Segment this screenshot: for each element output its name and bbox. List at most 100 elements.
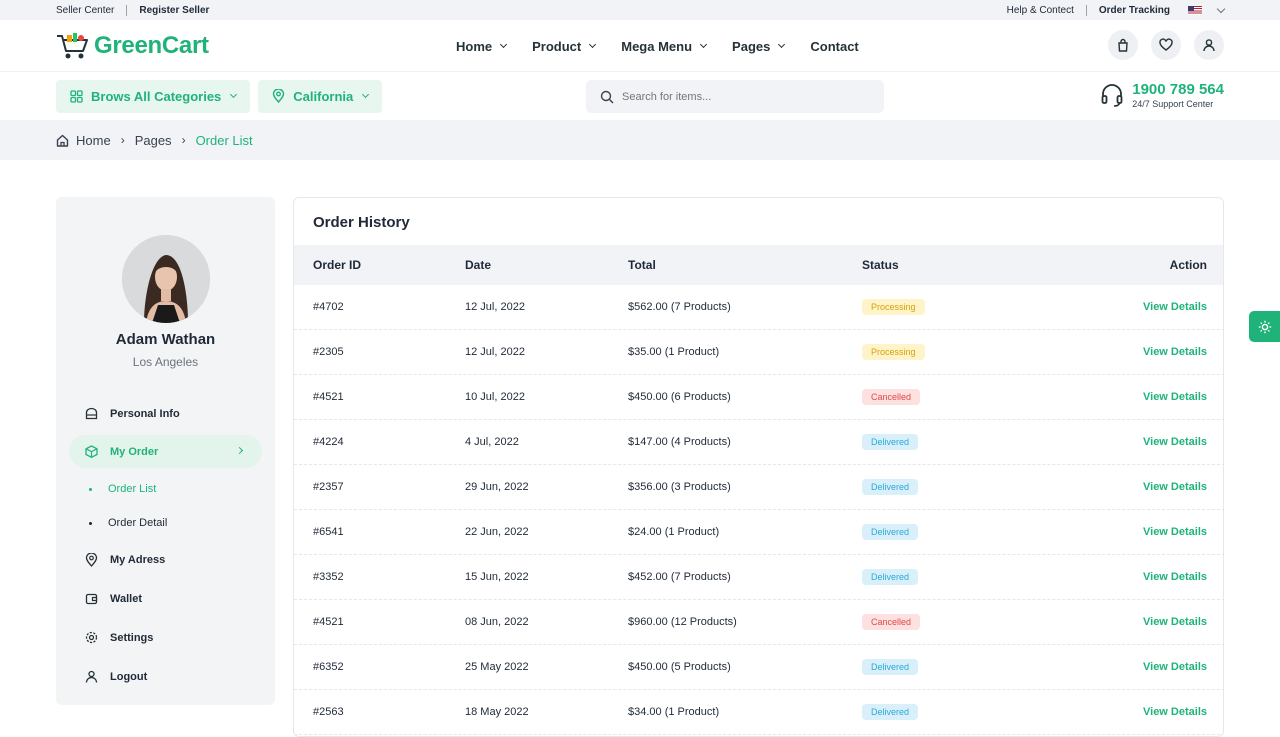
chevron-down-icon <box>778 40 786 49</box>
sidebar-item-logout[interactable]: Logout <box>69 660 262 693</box>
heart-icon <box>1159 38 1173 51</box>
brand-logo[interactable]: GreenCart <box>56 32 209 60</box>
sidebar-item-my-order[interactable]: My Order <box>69 435 262 468</box>
user-location: Los Angeles <box>132 355 199 369</box>
top-bar: Seller Center Register Seller Help & Con… <box>0 0 1280 20</box>
view-details-link[interactable]: View Details <box>1143 436 1207 448</box>
order-total: $24.00 (1 Product) <box>628 526 720 538</box>
order-date: 12 Jul, 2022 <box>465 346 525 358</box>
chevron-down-icon <box>230 90 238 99</box>
order-id: #2305 <box>313 346 344 358</box>
location-pin-icon <box>85 552 98 567</box>
view-details-link[interactable]: View Details <box>1143 616 1207 628</box>
account-sidebar: Adam Wathan Los Angeles Personal Info My… <box>56 197 275 705</box>
toolbar-row: Brows All Categories California 1900 789… <box>0 72 1280 120</box>
order-total: $34.00 (1 Product) <box>628 706 720 718</box>
order-date: 25 May 2022 <box>465 661 529 673</box>
cart-button[interactable] <box>1108 30 1138 60</box>
view-details-cell: View Details <box>1143 600 1207 644</box>
order-date: 10 Jul, 2022 <box>465 391 525 403</box>
order-id: #6541 <box>313 526 344 538</box>
view-details-link[interactable]: View Details <box>1143 346 1207 358</box>
sidebar-subitem-order-list[interactable]: Order List <box>89 483 156 495</box>
table-row: #4224 4 Jul, 2022 $147.00 (4 Products) Deli… <box>294 420 1223 465</box>
table-row: #2357 29 Jun, 2022 $356.00 (3 Products) Del… <box>294 465 1223 510</box>
view-details-cell: View Details <box>1143 420 1207 464</box>
sidebar-item-wallet[interactable]: Wallet <box>69 582 262 615</box>
table-row: #2563 18 May 2022 $34.00 (1 Product) Delive… <box>294 690 1223 735</box>
support-number[interactable]: 1900 789 564 <box>1132 81 1224 98</box>
theme-toggle-button[interactable] <box>1249 311 1280 342</box>
status-badge: Processing <box>862 299 925 315</box>
nav-pages[interactable]: Pages <box>732 38 786 54</box>
nav-contact[interactable]: Contact <box>810 39 858 54</box>
view-details-link[interactable]: View Details <box>1143 706 1207 718</box>
location-selector[interactable]: California <box>258 79 383 113</box>
order-date: 22 Jun, 2022 <box>465 526 529 538</box>
us-flag-icon <box>1188 5 1202 15</box>
view-details-cell: View Details <box>1143 510 1207 554</box>
cart-logo-icon <box>57 32 88 58</box>
nav-product[interactable]: Product <box>532 39 597 54</box>
bullet-icon <box>89 521 92 525</box>
search-input[interactable] <box>622 90 862 103</box>
nav-mega-menu[interactable]: Mega Menu <box>621 39 708 54</box>
sidebar-item-personal-info[interactable]: Personal Info <box>69 397 262 430</box>
view-details-link[interactable]: View Details <box>1143 661 1207 673</box>
order-history-panel: Order History Order ID Date Total Status… <box>293 197 1224 737</box>
bullet-icon <box>89 487 92 491</box>
view-details-link[interactable]: View Details <box>1143 571 1207 583</box>
account-button[interactable] <box>1194 30 1224 60</box>
order-date: 15 Jun, 2022 <box>465 571 529 583</box>
sidebar-item-settings[interactable]: Settings <box>69 621 262 654</box>
location-label: California <box>293 88 354 104</box>
main-nav: Home Product Mega Menu Pages Contact <box>456 20 859 72</box>
view-details-link[interactable]: View Details <box>1143 526 1207 538</box>
nav-label: Pages <box>732 38 771 54</box>
user-icon <box>1203 39 1215 52</box>
order-date: 18 May 2022 <box>465 706 529 718</box>
sidebar-item-label: Personal Info <box>110 407 180 420</box>
chevron-right-icon: › <box>120 133 125 147</box>
status-badge: Delivered <box>862 659 919 675</box>
browse-categories-button[interactable]: Brows All Categories <box>56 79 251 113</box>
column-header-action: Action <box>1169 258 1207 272</box>
view-details-cell: View Details <box>1143 645 1207 689</box>
help-contact-link[interactable]: Help & Contect <box>1006 4 1074 16</box>
order-id: #4702 <box>313 301 344 313</box>
box-icon <box>85 445 98 458</box>
panel-title: Order History <box>313 214 410 231</box>
seller-center-link[interactable]: Seller Center <box>56 4 115 16</box>
wallet-icon <box>85 593 98 605</box>
view-details-link[interactable]: View Details <box>1143 481 1207 493</box>
sidebar-item-my-address[interactable]: My Adress <box>69 543 262 576</box>
view-details-cell: View Details <box>1143 375 1207 419</box>
sidebar-item-label: Settings <box>110 631 154 644</box>
divider <box>126 4 128 16</box>
order-tracking-link[interactable]: Order Tracking <box>1098 4 1170 16</box>
view-details-link[interactable]: View Details <box>1143 391 1207 403</box>
main-header: GreenCart Home Product Mega Menu Pages C… <box>0 20 1280 72</box>
user-icon <box>85 670 98 683</box>
location-pin-icon <box>273 89 285 103</box>
sidebar-subitem-order-detail[interactable]: Order Detail <box>89 517 167 529</box>
status-badge: Delivered <box>862 704 919 720</box>
chevron-down-icon <box>1216 4 1226 13</box>
wishlist-button[interactable] <box>1151 30 1181 60</box>
breadcrumb-home[interactable]: Home <box>76 132 111 148</box>
table-row: #4521 08 Jun, 2022 $960.00 (12 Products) Ca… <box>294 600 1223 645</box>
nav-home[interactable]: Home <box>456 39 508 54</box>
language-selector[interactable] <box>1188 4 1226 15</box>
chevron-down-icon <box>589 40 597 49</box>
breadcrumb-pages[interactable]: Pages <box>134 132 172 148</box>
column-header-status: Status <box>862 258 899 272</box>
table-row: #2305 12 Jul, 2022 $35.00 (1 Product) Proce… <box>294 330 1223 375</box>
search-bar <box>586 80 884 113</box>
order-date: 12 Jul, 2022 <box>465 301 525 313</box>
status-badge: Delivered <box>862 569 919 585</box>
register-seller-link[interactable]: Register Seller <box>139 4 210 16</box>
column-header-total: Total <box>628 258 656 272</box>
view-details-link[interactable]: View Details <box>1143 301 1207 313</box>
order-id: #2563 <box>313 706 344 718</box>
status-badge: Processing <box>862 344 925 360</box>
